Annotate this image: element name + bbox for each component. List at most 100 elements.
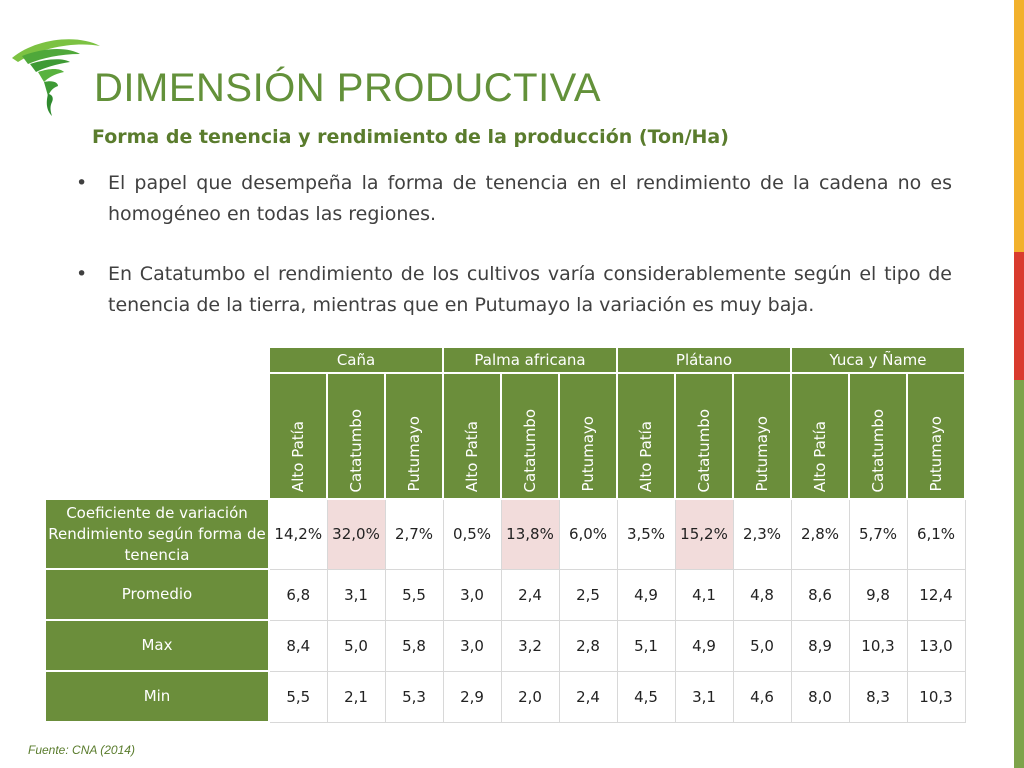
crop-header: Plátano (616, 346, 792, 374)
table-cell: 5,1 (616, 619, 676, 672)
table-cell: 4,9 (674, 619, 734, 672)
table-cell: 3,1 (326, 568, 386, 621)
crop-header: Yuca y Ñame (790, 346, 966, 374)
region-header: Alto Patía (790, 372, 850, 500)
region-label: Alto Patía (811, 420, 829, 492)
table-row: Min 5,5 2,1 5,3 2,9 2,0 2,4 4,5 3,1 4,6 … (44, 670, 966, 723)
table-cell: 5,3 (384, 670, 444, 723)
table-cell: 0,5% (442, 498, 502, 570)
table-cell: 5,0 (732, 619, 792, 672)
table-cell: 6,8 (268, 568, 328, 621)
table-cell: 13,0 (906, 619, 966, 672)
region-label: Alto Patía (289, 420, 307, 492)
bullet-item: • En Catatumbo el rendimiento de los cul… (76, 259, 952, 321)
table-cell: 10,3 (906, 670, 966, 723)
yield-table: Caña Palma africana Plátano Yuca y Ñame … (44, 346, 966, 723)
region-label: Catatumbo (695, 408, 713, 492)
bullet-list: • El papel que desempeña la forma de ten… (76, 168, 952, 350)
table-cell: 2,3% (732, 498, 792, 570)
table-cell: 12,4 (906, 568, 966, 621)
region-header: Putumayo (384, 372, 444, 500)
table-cell: 4,8 (732, 568, 792, 621)
table-cell: 2,1 (326, 670, 386, 723)
bullet-dot: • (76, 172, 88, 194)
table-row: Coeficiente de variación Rendimiento seg… (44, 498, 966, 570)
page-subtitle: Forma de tenencia y rendimiento de la pr… (92, 126, 729, 148)
source-note: Fuente: CNA (2014) (28, 743, 135, 757)
bullet-text: El papel que desempeña la forma de tenen… (108, 172, 952, 225)
table-cell: 3,1 (674, 670, 734, 723)
table-cell: 3,5% (616, 498, 676, 570)
region-header: Alto Patía (616, 372, 676, 500)
region-header: Putumayo (558, 372, 618, 500)
table-cell-highlight: 32,0% (326, 498, 386, 570)
table-cell: 6,1% (906, 498, 966, 570)
table-cell: 9,8 (848, 568, 908, 621)
table-cell: 3,0 (442, 568, 502, 621)
table-cell: 8,9 (790, 619, 850, 672)
table-cell: 5,0 (326, 619, 386, 672)
region-label: Alto Patía (637, 420, 655, 492)
table-cell: 4,1 (674, 568, 734, 621)
table-corner (44, 346, 270, 500)
region-header: Alto Patía (442, 372, 502, 500)
table-cell: 5,5 (384, 568, 444, 621)
bullet-text: En Catatumbo el rendimiento de los culti… (108, 263, 952, 316)
table-cell: 2,7% (384, 498, 444, 570)
table-cell: 4,6 (732, 670, 792, 723)
side-accent-green (1014, 380, 1024, 768)
table-cell: 14,2% (268, 498, 328, 570)
table-row: Max 8,4 5,0 5,8 3,0 3,2 2,8 5,1 4,9 5,0 … (44, 619, 966, 672)
region-label: Putumayo (579, 416, 597, 492)
table-row: Promedio 6,8 3,1 5,5 3,0 2,4 2,5 4,9 4,1… (44, 568, 966, 621)
table-cell: 8,6 (790, 568, 850, 621)
row-label: Min (44, 670, 270, 723)
table-cell: 2,4 (500, 568, 560, 621)
table-cell: 8,3 (848, 670, 908, 723)
region-header: Catatumbo (674, 372, 734, 500)
region-label: Catatumbo (869, 408, 887, 492)
table-cell: 2,4 (558, 670, 618, 723)
table-cell: 2,0 (500, 670, 560, 723)
table-cell: 2,8% (790, 498, 850, 570)
row-label: Max (44, 619, 270, 672)
region-label: Putumayo (405, 416, 423, 492)
table-cell: 3,2 (500, 619, 560, 672)
region-label: Catatumbo (347, 408, 365, 492)
region-header: Putumayo (732, 372, 792, 500)
row-label: Coeficiente de variación Rendimiento seg… (44, 498, 270, 570)
region-header: Putumayo (906, 372, 966, 500)
table-cell-highlight: 13,8% (500, 498, 560, 570)
bullet-dot: • (76, 263, 88, 285)
region-header: Catatumbo (500, 372, 560, 500)
table-cell: 2,9 (442, 670, 502, 723)
region-label: Putumayo (753, 416, 771, 492)
tornado-icon (12, 39, 100, 116)
bullet-item: • El papel que desempeña la forma de ten… (76, 168, 952, 230)
region-header: Catatumbo (848, 372, 908, 500)
side-accent-red (1014, 252, 1024, 380)
table-cell: 3,0 (442, 619, 502, 672)
side-accent-orange (1014, 0, 1024, 252)
table-cell: 10,3 (848, 619, 908, 672)
row-label: Promedio (44, 568, 270, 621)
table-cell: 5,8 (384, 619, 444, 672)
table-cell: 2,8 (558, 619, 618, 672)
region-label: Alto Patía (463, 420, 481, 492)
region-label: Catatumbo (521, 408, 539, 492)
crop-header: Caña (268, 346, 444, 374)
table-cell-highlight: 15,2% (674, 498, 734, 570)
table-cell: 5,5 (268, 670, 328, 723)
table-cell: 4,9 (616, 568, 676, 621)
table-cell: 4,5 (616, 670, 676, 723)
table-cell: 2,5 (558, 568, 618, 621)
region-header: Alto Patía (268, 372, 328, 500)
table-cell: 8,0 (790, 670, 850, 723)
table-cell: 8,4 (268, 619, 328, 672)
region-header: Catatumbo (326, 372, 386, 500)
region-label: Putumayo (927, 416, 945, 492)
crop-header: Palma africana (442, 346, 618, 374)
page-title: DIMENSIÓN PRODUCTIVA (94, 66, 602, 110)
table-cell: 6,0% (558, 498, 618, 570)
table-cell: 5,7% (848, 498, 908, 570)
